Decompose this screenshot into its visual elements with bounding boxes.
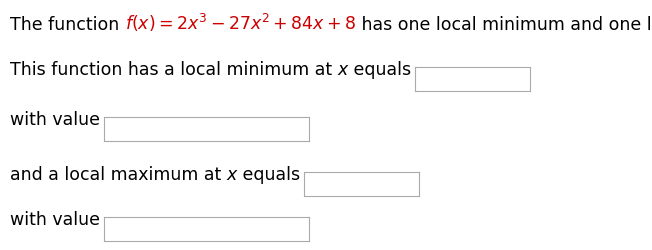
Text: $f(x) = 2x^3 - 27x^2 + 84x + 8$: $f(x) = 2x^3 - 27x^2 + 84x + 8$ <box>125 12 356 34</box>
Text: This function has a local minimum at: This function has a local minimum at <box>10 61 337 79</box>
Text: The function: The function <box>10 16 125 34</box>
Text: x: x <box>337 61 348 79</box>
Text: with value: with value <box>10 111 100 129</box>
Text: with value: with value <box>10 211 100 229</box>
Text: and a local maximum at: and a local maximum at <box>10 166 226 184</box>
Text: x: x <box>226 166 237 184</box>
Text: equals: equals <box>348 61 411 79</box>
Text: has one local minimum and one local maximum.: has one local minimum and one local maxi… <box>356 16 652 34</box>
Text: equals: equals <box>237 166 300 184</box>
